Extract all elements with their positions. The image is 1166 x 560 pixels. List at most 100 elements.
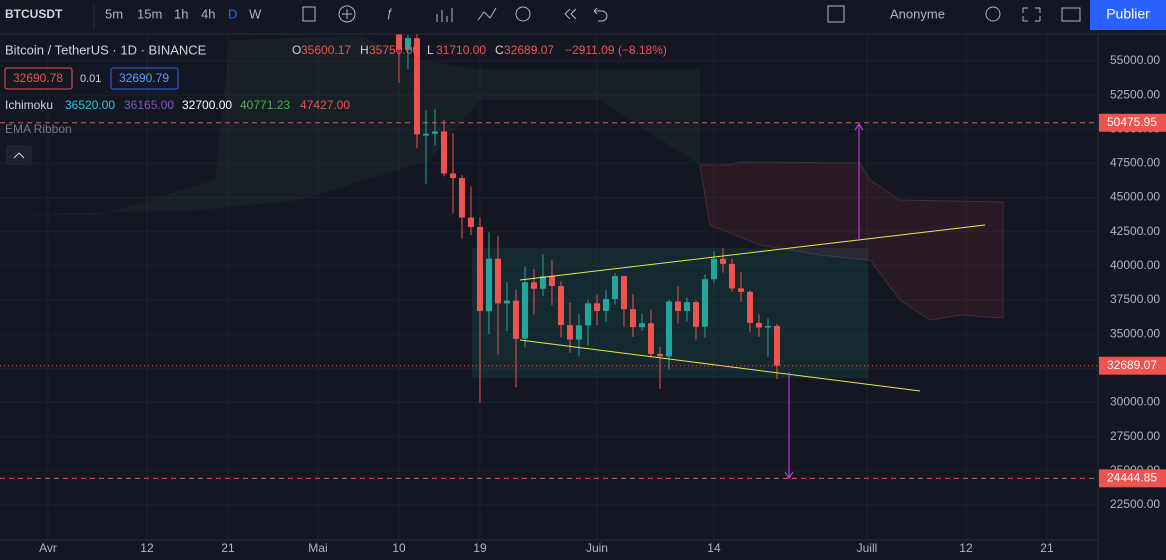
candle-body [647, 323, 654, 354]
x-tick-label: 10 [392, 541, 406, 555]
last-price-label: 32689.07 [1107, 358, 1157, 372]
candle-body [719, 258, 726, 264]
y-tick-label: 35000.00 [1110, 326, 1160, 340]
ask-box[interactable] [110, 67, 179, 90]
candle-body [458, 178, 465, 218]
y-tick-label: 55000.00 [1110, 53, 1160, 67]
x-tick-label: Juill [857, 541, 878, 555]
collapse-button[interactable] [6, 145, 32, 165]
candle-body [449, 173, 456, 179]
target-arrow [784, 372, 794, 479]
indicator-value: 40771.23 [240, 98, 290, 112]
indicator-value: 36520.00 [65, 98, 115, 112]
candle-body [692, 302, 699, 327]
undo-icon[interactable] [593, 7, 608, 22]
candle-body [476, 226, 483, 312]
interval[interactable]: 4h [201, 6, 215, 21]
indicator-value: 32700.00 [182, 98, 232, 112]
toolbar [0, 0, 1166, 34]
ohlc-label: C [495, 43, 504, 57]
candle-body [467, 217, 474, 227]
bars-icon[interactable] [436, 8, 453, 22]
candle-body [674, 301, 681, 312]
candle-body [773, 325, 780, 366]
candle-body [422, 133, 429, 136]
snapshot-icon[interactable] [1061, 7, 1081, 22]
collapse-icon [13, 152, 25, 159]
publish-label[interactable]: Publier [1106, 6, 1150, 22]
indicator-name: EMA Ribbon [5, 122, 72, 136]
y-tick-label: 27500.00 [1110, 429, 1160, 443]
ohlc-value: 31710.00 [436, 43, 486, 57]
compare-icon[interactable] [477, 7, 497, 21]
replay-icon[interactable] [564, 8, 577, 20]
add-icon-plus [342, 9, 352, 19]
interval[interactable]: 1h [174, 6, 188, 21]
candle-body [503, 300, 510, 304]
interval[interactable]: W [249, 6, 262, 21]
ohlc-value: 35750.00 [369, 43, 419, 57]
candle-body [737, 288, 744, 292]
settings-icon[interactable] [985, 6, 1001, 22]
ohlc-label: H [360, 43, 369, 57]
symbol[interactable]: BTCUSDT [5, 7, 63, 21]
layout-icon[interactable] [827, 5, 845, 23]
candle-body [557, 285, 564, 326]
user-name[interactable]: Anonyme [890, 6, 945, 21]
fullscreen-icon[interactable] [1022, 7, 1041, 22]
interval[interactable]: 5m [105, 6, 123, 21]
y-tick-label: 52500.00 [1110, 87, 1160, 101]
candle-body [485, 258, 492, 312]
x-tick-label: Avr [39, 541, 57, 555]
candle-body [431, 131, 438, 134]
alert-icon[interactable] [515, 6, 531, 22]
interval[interactable]: D [228, 6, 237, 21]
add-icon[interactable] [338, 5, 356, 23]
candle-body [629, 309, 636, 328]
interval[interactable]: 15m [137, 6, 162, 21]
level-label: 50475.95 [1107, 115, 1157, 129]
y-tick-label: 47500.00 [1110, 156, 1160, 170]
x-tick-label: 12 [959, 541, 973, 555]
y-tick-label: 42500.00 [1110, 224, 1160, 238]
candle-body [746, 291, 753, 323]
candle-body [539, 276, 546, 289]
candles-icon[interactable] [302, 6, 316, 22]
candle-body [656, 353, 663, 357]
candle-body [494, 258, 501, 304]
last-price-box [1099, 356, 1166, 375]
toolbar-icons [302, 5, 1081, 23]
candle-body [701, 279, 708, 327]
candle-body [665, 301, 672, 357]
candle-body [575, 325, 582, 340]
candle-body [755, 322, 762, 328]
candle-body [638, 323, 645, 328]
candle-body [413, 38, 420, 135]
candle-body [611, 276, 618, 300]
bid: 32690.78 [13, 71, 63, 85]
legend-title: Bitcoin / TetherUS · 1D · BINANCE [5, 42, 207, 57]
candle-body [584, 303, 591, 326]
indicator-value: 36165.00 [124, 98, 174, 112]
y-tick-label: 22500.00 [1110, 497, 1160, 511]
fx-icon[interactable]: ƒ [386, 6, 393, 20]
candle-body [728, 263, 735, 289]
y-tick-label: 45000.00 [1110, 190, 1160, 204]
level-box [1099, 469, 1166, 488]
change: −2911.09 (−8.18%) [565, 43, 667, 57]
publish-button[interactable] [1090, 0, 1166, 30]
target-arrow [854, 123, 864, 240]
x-tick-label: 21 [1040, 541, 1054, 555]
ohlc-label: O [292, 43, 301, 57]
x-tick-label: 14 [707, 541, 721, 555]
x-tick-label: 19 [473, 541, 487, 555]
ask: 32690.79 [119, 71, 169, 85]
x-tick-label: Juin [586, 541, 608, 555]
bid-box[interactable] [4, 67, 73, 90]
trendline [519, 224, 986, 281]
candle-body [764, 325, 771, 328]
indicator-name: Ichimoku [5, 98, 53, 112]
candle-body [593, 303, 600, 312]
